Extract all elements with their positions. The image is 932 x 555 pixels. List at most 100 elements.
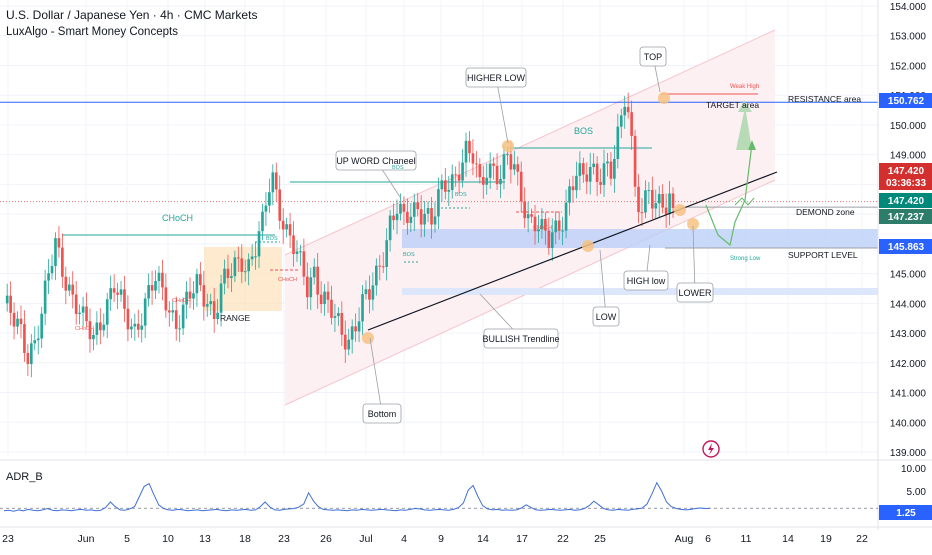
price-tick-label: 140.000 — [890, 418, 927, 429]
price-tick-label: 149.000 — [890, 151, 927, 162]
candle-body — [78, 312, 81, 314]
candle-body — [202, 285, 206, 307]
candle-body — [223, 268, 226, 284]
candle-body — [519, 171, 523, 202]
projection-zigzag — [734, 197, 755, 206]
candle-body — [326, 291, 330, 300]
candle-body — [312, 266, 316, 278]
time-tick-label: 14 — [477, 533, 489, 545]
candle-body — [316, 266, 319, 295]
callout-leader — [369, 337, 383, 414]
candle-body — [250, 256, 254, 260]
candle-body — [140, 325, 144, 330]
candle-body — [471, 153, 475, 164]
candle-body — [361, 294, 364, 322]
swing-marker — [582, 240, 594, 252]
candle-body — [399, 203, 402, 214]
callout-box — [362, 403, 402, 424]
candle-body — [540, 219, 544, 230]
callout-box — [465, 67, 527, 88]
candle-body — [478, 164, 482, 178]
candle-body — [81, 306, 85, 313]
candle-body — [668, 193, 671, 215]
time-tick-label: Jul — [359, 533, 372, 545]
candle-body — [333, 316, 337, 318]
range-label: RANGE — [220, 313, 251, 323]
candle-body — [509, 154, 513, 170]
candle-body — [395, 213, 399, 221]
candle-body — [205, 304, 209, 307]
candle-body — [240, 258, 244, 272]
target-label: TARGET area — [706, 100, 759, 110]
candle-body — [526, 214, 530, 219]
time-tick-label: 9 — [438, 533, 444, 545]
candle-body — [74, 294, 78, 314]
candle-body — [419, 209, 423, 225]
time-tick-label: 22 — [557, 533, 569, 545]
candle-body — [67, 284, 71, 291]
candle-body — [319, 294, 323, 305]
resistance-label: RESISTANCE area — [788, 94, 861, 104]
smc-label: BOS — [266, 236, 278, 242]
candle-body — [537, 229, 540, 232]
smc-label: CHoCH — [172, 298, 191, 304]
weak-high-label: Weak High — [730, 84, 759, 90]
candle-body — [278, 189, 282, 221]
swing-marker — [362, 332, 374, 344]
candle-body — [461, 162, 464, 181]
candle-body — [12, 312, 16, 327]
candle-body — [516, 164, 520, 172]
time-tick-label: 14 — [782, 533, 794, 545]
green-price-badge-bg — [879, 193, 932, 208]
candle-body — [102, 324, 106, 331]
time-tick-label: 19 — [820, 533, 832, 545]
target-arrow — [736, 100, 752, 150]
candle-body — [423, 213, 426, 225]
channel-upper-line — [284, 29, 776, 256]
candle-body — [126, 308, 130, 330]
time-tick-label: 25 — [594, 533, 606, 545]
lightning-icon — [708, 443, 714, 455]
candle-body — [343, 334, 347, 350]
resistance-badge-bg — [879, 93, 932, 108]
candle-body — [261, 211, 264, 232]
candle-body — [606, 161, 609, 164]
candle-body — [402, 203, 406, 212]
candle-body — [268, 192, 271, 206]
candle-body — [350, 326, 354, 340]
candle-body — [444, 180, 447, 192]
candle-body — [588, 167, 592, 182]
candle-body — [33, 340, 37, 344]
smc-label: BOS — [392, 165, 404, 171]
candle-body — [174, 310, 178, 329]
candle-body — [375, 265, 378, 286]
time-tick-label: 26 — [320, 533, 332, 545]
adr-badge-text: 1.25 — [896, 508, 916, 519]
swing-marker — [658, 92, 670, 104]
candle-body — [85, 306, 88, 322]
time-tick-label: Jun — [78, 533, 95, 545]
callout-text: BULLISH Trendline — [482, 334, 559, 344]
price-tick-label: 144.000 — [890, 299, 927, 310]
candle-body — [254, 256, 257, 258]
candle-body — [644, 190, 647, 213]
price-tick-label: 141.000 — [890, 389, 927, 400]
candle-body — [219, 283, 223, 313]
candle-body — [164, 287, 168, 311]
candle-body — [613, 158, 616, 179]
green-price-badge-text: 147.420 — [888, 196, 925, 207]
candle-body — [64, 276, 68, 291]
candle-body — [237, 257, 240, 259]
candle-body — [475, 163, 478, 165]
swing-marker — [502, 140, 514, 152]
price-tick-label: 152.000 — [890, 61, 927, 72]
smc-label: BOS — [455, 192, 467, 198]
candle-body — [430, 208, 433, 225]
candle-body — [330, 299, 333, 318]
candle-body — [188, 291, 192, 299]
time-tick-label: 22 — [856, 533, 868, 545]
callout-box — [639, 46, 667, 67]
candle-body — [468, 140, 471, 154]
